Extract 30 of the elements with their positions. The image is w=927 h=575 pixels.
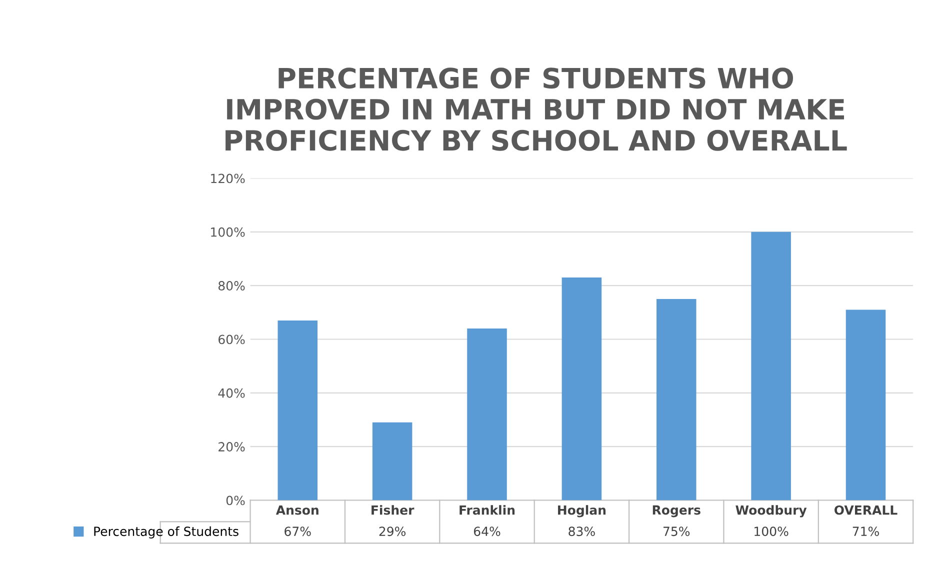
x-tick-label: OVERALL [834,505,898,515]
bar [562,278,602,500]
data-label: 75% [664,526,690,536]
data-label: 83% [568,526,595,536]
y-tick-label: 40% [218,388,245,398]
y-tick-label: 20% [218,442,245,452]
bar [846,310,886,500]
data-label: 64% [474,526,500,536]
y-tick-label: 120% [211,174,245,184]
chart-title: PERCENTAGE OF STUDENTS WHO IMPROVED IN MATH BUT DID NOT MAKE PROFICIENCY BY SCHOOL AND OVERALL [226,68,847,151]
bar [278,320,318,500]
y-tick-label: 80% [218,281,245,291]
x-tick-label: Franklin [460,505,515,515]
bar [467,328,507,500]
data-label: 29% [379,526,406,536]
data-label: 67% [284,526,311,536]
x-tick-label: Rogers [652,505,700,518]
x-tick-label: Hoglan [558,505,606,518]
bar [372,422,412,500]
x-tick-label: Woodbury [736,505,807,518]
y-tick-label: 60% [218,334,245,344]
data-label: 100% [754,526,788,536]
x-tick-label: Anson [276,505,318,515]
data-label: 71% [852,526,879,536]
legend-label: Percentage of Students [94,526,238,538]
bar [656,299,696,500]
bar [751,232,791,500]
y-tick-label: 0% [226,496,245,506]
y-tick-label: 100% [211,227,245,237]
x-tick-label: Fisher [372,505,414,515]
